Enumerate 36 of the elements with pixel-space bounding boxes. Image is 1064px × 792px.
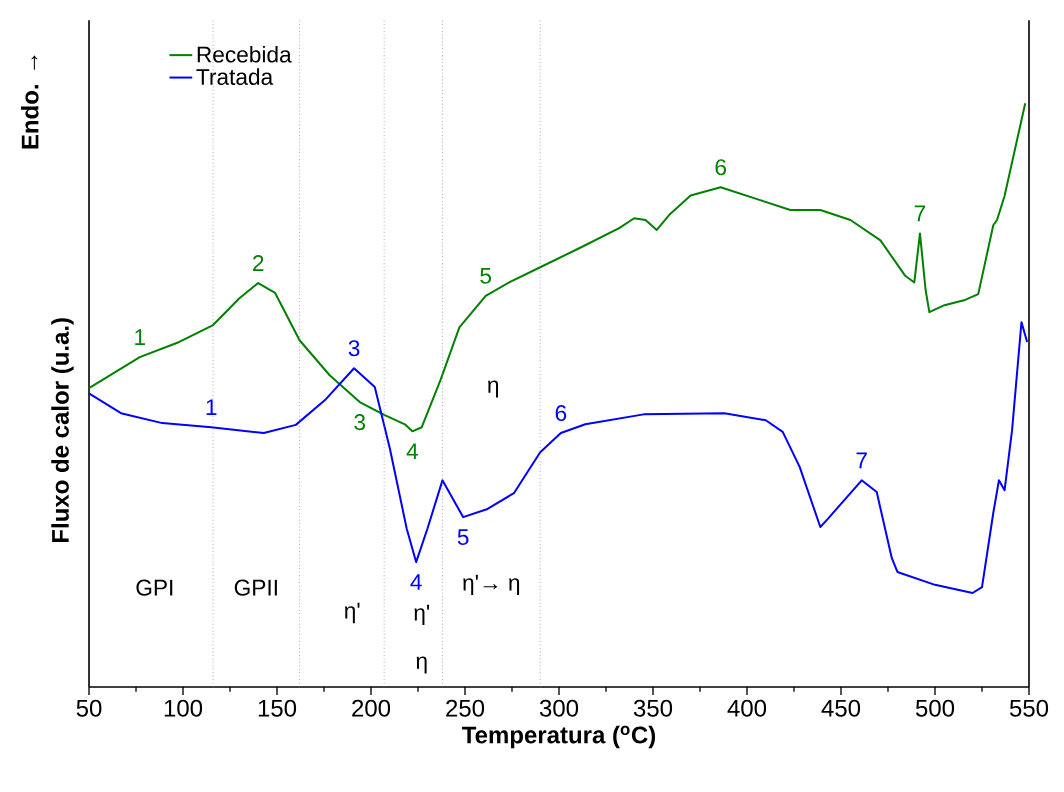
annotation: GPII <box>234 579 277 596</box>
x-tick-label: 450 <box>821 699 861 717</box>
text: Endo. → <box>20 55 39 149</box>
x-tick-label: 350 <box>633 699 673 717</box>
annotation: 5 <box>480 267 492 284</box>
annotation: η' <box>344 602 360 624</box>
annotation: 7 <box>914 205 926 222</box>
y-axis-title: Fluxo de calor (u.a.) <box>51 318 74 543</box>
annotation: 5 <box>457 529 469 546</box>
annotation: 4 <box>410 574 422 590</box>
x-tick-label: 300 <box>539 699 579 717</box>
annotation: 1 <box>206 399 217 416</box>
annotation: GPI <box>136 579 173 596</box>
annotation: 1 <box>135 329 145 345</box>
x-tick-label: 100 <box>164 699 203 717</box>
legend-label: Tratada <box>196 68 274 85</box>
annotation: 7 <box>856 452 867 469</box>
x-tick-label: 250 <box>446 699 485 717</box>
x-tick-label: 550 <box>1009 699 1049 717</box>
annotation: η'→ η <box>463 574 520 596</box>
legend-label: Recebida <box>197 45 292 63</box>
annotation: η <box>488 380 499 398</box>
x-tick-label: 50 <box>76 699 102 717</box>
x-axis-title: Temperatura ($^{o}$C) <box>462 725 656 749</box>
x-tick-label: 200 <box>352 699 391 717</box>
annotation: 3 <box>348 340 360 357</box>
x-tick-label: 150 <box>258 699 297 717</box>
x-tick-label: 500 <box>915 699 955 717</box>
annotation: 6 <box>715 159 726 176</box>
x-tick-label: 400 <box>727 699 767 717</box>
annotation: 3 <box>354 414 366 431</box>
annotation: η <box>416 656 427 674</box>
annotation: 6 <box>555 405 567 422</box>
annotation: η' <box>414 604 430 626</box>
annotation: 2 <box>253 255 264 271</box>
annotation: 4 <box>406 443 418 460</box>
